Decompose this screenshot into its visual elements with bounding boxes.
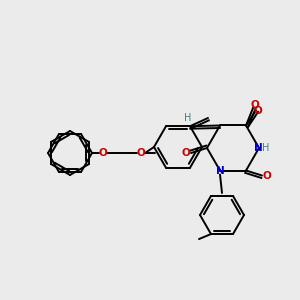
Text: O: O <box>254 106 262 116</box>
Text: H: H <box>262 143 270 153</box>
Text: O: O <box>250 100 260 110</box>
Text: O: O <box>99 148 107 158</box>
Text: O: O <box>136 148 146 158</box>
Text: N: N <box>216 166 224 176</box>
Text: O: O <box>262 170 272 181</box>
Text: O: O <box>182 148 190 158</box>
Text: H: H <box>184 113 192 123</box>
Text: N: N <box>254 143 262 153</box>
